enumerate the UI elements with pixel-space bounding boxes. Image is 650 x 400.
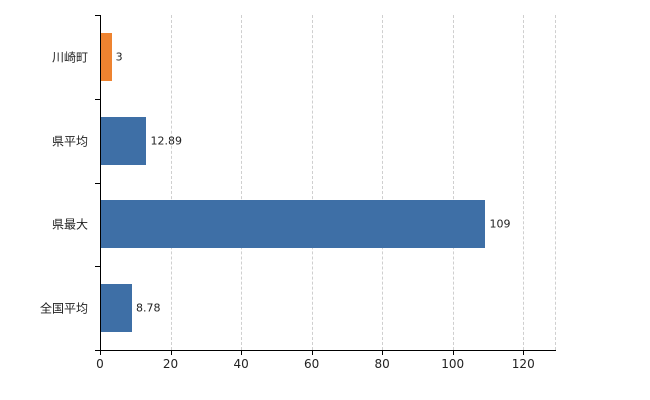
gridline bbox=[382, 15, 384, 350]
category-label: 全国平均 bbox=[39, 301, 88, 316]
x-tick-mark bbox=[100, 351, 101, 355]
y-tick-mark bbox=[95, 182, 100, 184]
value-label: 109 bbox=[489, 217, 511, 231]
plot-right-border bbox=[555, 15, 556, 350]
x-tick-label: 100 bbox=[441, 357, 465, 371]
y-axis-category-labels: 川崎町県平均県最大全国平均 bbox=[0, 0, 94, 400]
x-tick-mark bbox=[382, 351, 384, 355]
gridline bbox=[452, 15, 454, 350]
gridline bbox=[311, 15, 313, 350]
value-label: 12.89 bbox=[150, 134, 182, 148]
bar bbox=[101, 284, 132, 333]
y-tick-mark bbox=[95, 266, 100, 268]
bar bbox=[101, 200, 486, 249]
plot-area: 3 12.89 109 8.78 bbox=[100, 15, 556, 351]
category-label: 県最大 bbox=[51, 217, 88, 232]
x-tick-label: 0 bbox=[96, 357, 104, 371]
gridline bbox=[241, 15, 243, 350]
y-tick-mark bbox=[95, 98, 100, 100]
category-label: 県平均 bbox=[51, 134, 88, 149]
bar bbox=[101, 116, 147, 165]
value-label: 3 bbox=[115, 50, 123, 64]
x-tick-label: 20 bbox=[162, 357, 179, 371]
x-tick-mark bbox=[523, 351, 525, 355]
x-tick-mark bbox=[170, 351, 172, 355]
y-tick-mark bbox=[95, 350, 100, 351]
x-tick-label: 120 bbox=[511, 357, 535, 371]
value-label: 8.78 bbox=[135, 301, 161, 315]
bar bbox=[101, 32, 112, 81]
gridline bbox=[523, 15, 525, 350]
y-tick-mark bbox=[95, 15, 100, 16]
x-tick-mark bbox=[311, 351, 313, 355]
x-tick-label: 80 bbox=[374, 357, 390, 371]
gridline bbox=[170, 15, 172, 350]
x-tick-mark bbox=[452, 351, 454, 355]
x-tick-label: 60 bbox=[303, 357, 320, 371]
category-label: 川崎町 bbox=[51, 50, 88, 65]
x-tick-mark bbox=[241, 351, 243, 355]
x-tick-label: 40 bbox=[233, 357, 249, 371]
